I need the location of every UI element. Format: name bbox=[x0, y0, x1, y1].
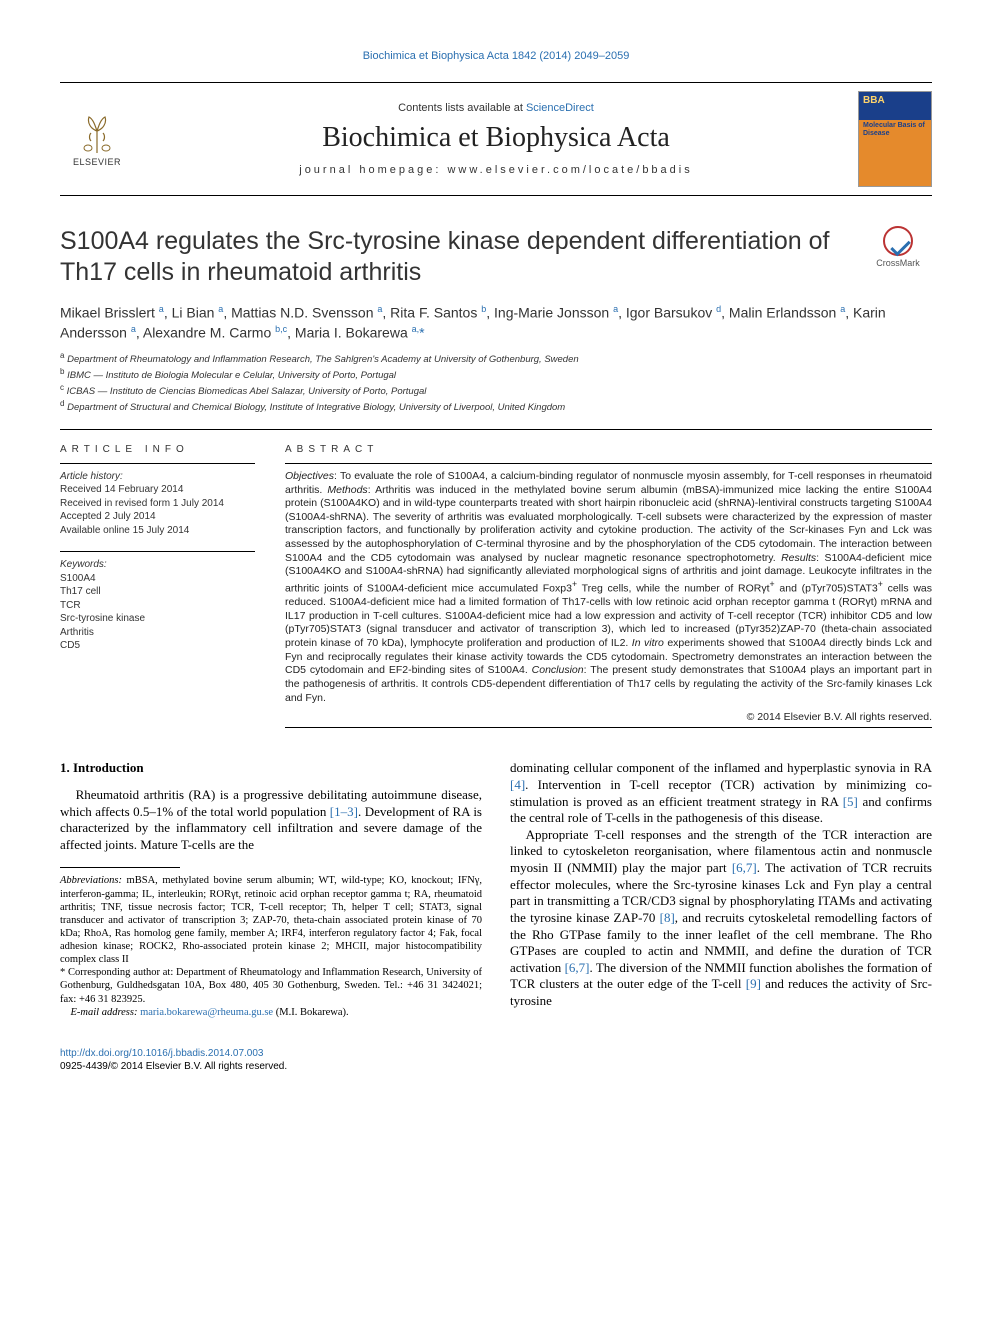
affiliation-a: a Department of Rheumatology and Inflamm… bbox=[60, 351, 932, 367]
footnote-email: E-mail address: maria.bokarewa@rheuma.gu… bbox=[60, 1006, 482, 1019]
sciencedirect-link[interactable]: ScienceDirect bbox=[526, 102, 594, 114]
affiliation-c: c ICBAS — Instituto de Ciencias Biomedic… bbox=[60, 383, 932, 399]
info-divider bbox=[60, 463, 255, 464]
issn-line: 0925-4439/© 2014 Elsevier B.V. All right… bbox=[60, 1061, 287, 1072]
abstract-body: Objectives: To evaluate the role of S100… bbox=[285, 470, 932, 705]
info-and-abstract: ARTICLE INFO Article history: Received 1… bbox=[60, 444, 932, 734]
abstract-copyright: © 2014 Elsevier B.V. All rights reserved… bbox=[285, 711, 932, 723]
info-divider bbox=[60, 551, 255, 552]
elsevier-tree-icon bbox=[77, 111, 117, 155]
journal-banner: ELSEVIER Contents lists available at Sci… bbox=[60, 82, 932, 196]
keywords-label: Keywords: bbox=[60, 558, 255, 572]
author-list: Mikael Brisslert a, Li Bian a, Mattias N… bbox=[60, 303, 932, 344]
affiliation-b: b IBMC — Instituto de Biologia Molecular… bbox=[60, 367, 932, 383]
intro-p2: dominating cellular component of the inf… bbox=[510, 760, 932, 827]
history-3: Available online 15 July 2014 bbox=[60, 524, 255, 538]
contents-available-line: Contents lists available at ScienceDirec… bbox=[398, 102, 594, 114]
homepage-prefix: journal homepage: bbox=[299, 164, 447, 176]
kw-2: TCR bbox=[60, 599, 255, 613]
abstract: ABSTRACT Objectives: To evaluate the rol… bbox=[285, 444, 932, 734]
kw-3: Src-tyrosine kinase bbox=[60, 612, 255, 626]
crossmark-label: CrossMark bbox=[876, 258, 920, 268]
crossmark-widget[interactable]: CrossMark bbox=[864, 226, 932, 268]
history-1: Received in revised form 1 July 2014 bbox=[60, 497, 255, 511]
history-label: Article history: bbox=[60, 470, 255, 484]
abstract-divider-bottom bbox=[285, 727, 932, 728]
doi-link[interactable]: http://dx.doi.org/10.1016/j.bbadis.2014.… bbox=[60, 1048, 264, 1059]
email-link[interactable]: maria.bokarewa@rheuma.gu.se bbox=[140, 1007, 273, 1018]
cover-subtitle: Molecular Basis of Disease bbox=[863, 122, 931, 137]
elsevier-wordmark: ELSEVIER bbox=[73, 157, 121, 167]
contents-prefix: Contents lists available at bbox=[398, 102, 526, 114]
abbrev-text: mBSA, methylated bovine serum albumin; W… bbox=[60, 875, 482, 965]
section-heading-intro: 1. Introduction bbox=[60, 760, 482, 777]
divider bbox=[60, 429, 932, 430]
crossmark-icon bbox=[883, 226, 913, 256]
footnote-abbrev: Abbreviations: mBSA, methylated bovine s… bbox=[60, 874, 482, 966]
kw-5: CD5 bbox=[60, 639, 255, 653]
journal-cover-thumb: BBA Molecular Basis of Disease bbox=[858, 91, 932, 187]
journal-name: Biochimica et Biophysica Acta bbox=[322, 122, 670, 154]
article-title: S100A4 regulates the Src-tyrosine kinase… bbox=[60, 226, 854, 289]
article-info: ARTICLE INFO Article history: Received 1… bbox=[60, 444, 255, 734]
article-history: Article history: Received 14 February 20… bbox=[60, 470, 255, 538]
abstract-heading: ABSTRACT bbox=[285, 444, 932, 455]
intro-p1: Rheumatoid arthritis (RA) is a progressi… bbox=[60, 787, 482, 854]
intro-p3: Appropriate T-cell responses and the str… bbox=[510, 827, 932, 1010]
footnote-corresponding: * Corresponding author at: Department of… bbox=[60, 966, 482, 1005]
email-person: (M.I. Bokarewa). bbox=[273, 1007, 349, 1018]
footnote-separator bbox=[60, 867, 180, 868]
kw-1: Th17 cell bbox=[60, 585, 255, 599]
title-row: S100A4 regulates the Src-tyrosine kinase… bbox=[60, 226, 932, 289]
affiliations: a Department of Rheumatology and Inflamm… bbox=[60, 351, 932, 415]
body-text: 1. Introduction Rheumatoid arthritis (RA… bbox=[60, 760, 932, 1019]
banner-center: Contents lists available at ScienceDirec… bbox=[146, 102, 846, 176]
homepage-url: www.elsevier.com/locate/bbadis bbox=[447, 164, 692, 176]
page: Biochimica et Biophysica Acta 1842 (2014… bbox=[0, 0, 992, 1113]
abbrev-label: Abbreviations: bbox=[60, 875, 122, 886]
email-label: E-mail address: bbox=[71, 1007, 138, 1018]
running-head: Biochimica et Biophysica Acta 1842 (2014… bbox=[60, 50, 932, 62]
journal-homepage-line: journal homepage: www.elsevier.com/locat… bbox=[299, 164, 692, 176]
abstract-divider bbox=[285, 463, 932, 464]
elsevier-logo: ELSEVIER bbox=[60, 99, 134, 179]
corr-text: Corresponding author at: Department of R… bbox=[60, 967, 482, 1004]
cover-title: BBA bbox=[863, 96, 885, 106]
affiliation-d: d Department of Structural and Chemical … bbox=[60, 399, 932, 415]
history-2: Accepted 2 July 2014 bbox=[60, 510, 255, 524]
history-0: Received 14 February 2014 bbox=[60, 483, 255, 497]
kw-0: S100A4 bbox=[60, 572, 255, 586]
kw-4: Arthritis bbox=[60, 626, 255, 640]
page-footer: http://dx.doi.org/10.1016/j.bbadis.2014.… bbox=[60, 1047, 932, 1073]
keywords: Keywords: S100A4 Th17 cell TCR Src-tyros… bbox=[60, 558, 255, 653]
article-info-heading: ARTICLE INFO bbox=[60, 444, 255, 455]
